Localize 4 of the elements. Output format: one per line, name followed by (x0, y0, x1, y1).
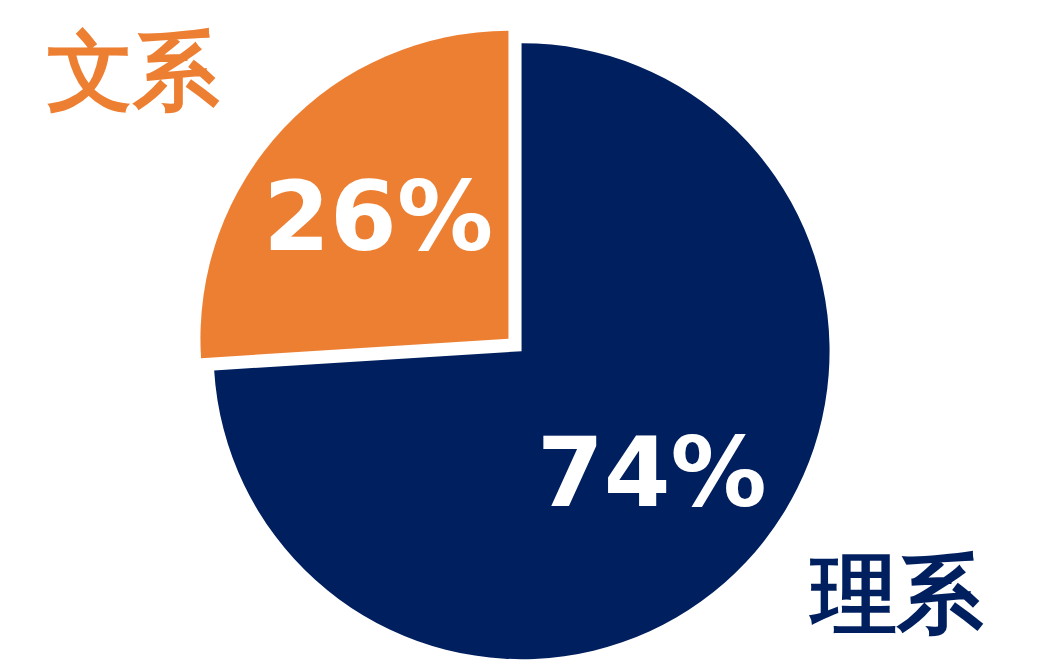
data-label: 74% (536, 417, 767, 530)
data-label: 26% (263, 160, 494, 273)
slice-label: 文系 (47, 20, 221, 121)
slice-label: 理系 (807, 544, 984, 644)
